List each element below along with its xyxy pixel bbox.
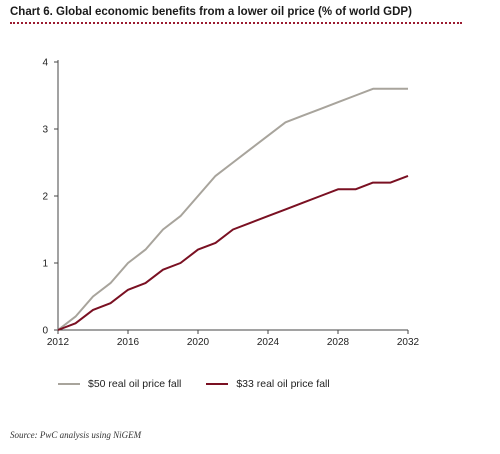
y-tick-label: 1 (42, 259, 48, 270)
x-tick-label: 2020 (187, 337, 210, 348)
legend-item-33: $33 real oil price fall (206, 378, 330, 390)
x-tick-label: 2032 (397, 337, 420, 348)
x-tick-label: 2012 (47, 337, 70, 348)
legend: $50 real oil price fall $33 real oil pri… (58, 376, 352, 390)
legend-item-50: $50 real oil price fall (58, 378, 181, 390)
source-note: Source: PwC analysis using NiGEM (10, 430, 142, 440)
x-tick-label: 2028 (327, 337, 350, 348)
axes (57, 60, 408, 331)
y-tick-label: 2 (42, 192, 48, 203)
legend-swatch-50 (58, 383, 80, 385)
x-tick-label: 2016 (117, 337, 140, 348)
y-tick-label: 0 (42, 326, 48, 337)
y-tick-label: 4 (42, 58, 48, 69)
y-tick-label: 3 (42, 125, 48, 136)
y-ticks: 0 1 2 3 4 (42, 58, 58, 337)
legend-label-50: $50 real oil price fall (88, 378, 182, 390)
series-line-1 (57, 174, 409, 331)
legend-label-33: $33 real oil price fall (236, 378, 330, 390)
series-line-0 (57, 87, 408, 331)
series-lines (57, 87, 409, 331)
x-ticks: 2012 2016 2020 2024 2028 2032 (47, 330, 420, 348)
x-tick-label: 2024 (257, 337, 280, 348)
chart-title: Chart 6. Global economic benefits from a… (10, 6, 412, 18)
title-dotted-rule (10, 22, 462, 24)
legend-swatch-33 (206, 383, 229, 385)
